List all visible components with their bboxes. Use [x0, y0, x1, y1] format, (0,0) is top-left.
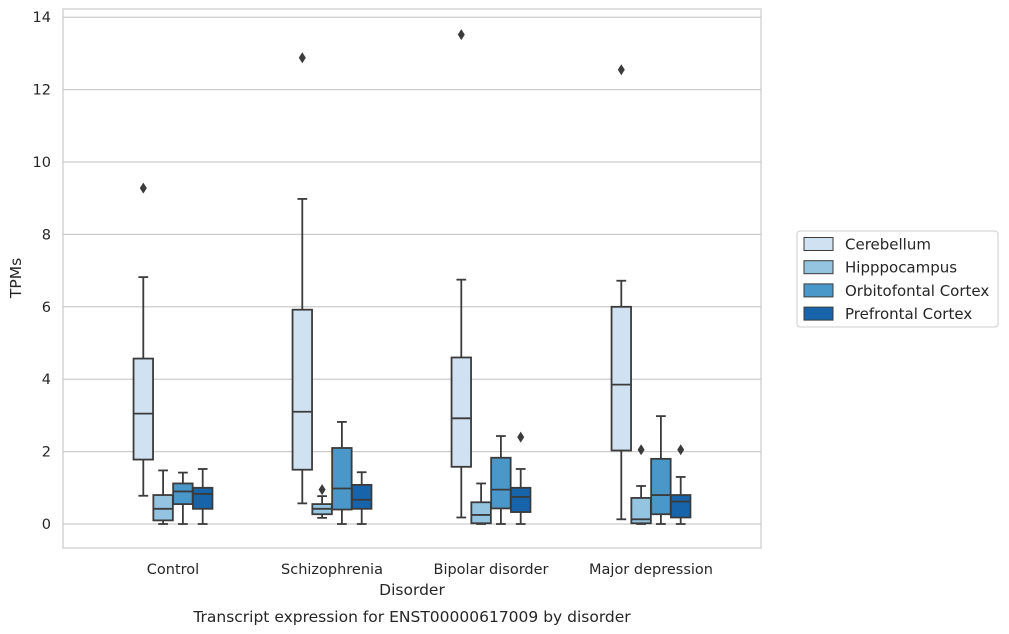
legend-swatch: [803, 283, 834, 298]
y-tick-label: 0: [42, 517, 51, 533]
x-tick-label: Bipolar disorder: [434, 562, 549, 578]
y-tick-label: 4: [42, 372, 51, 388]
box-cerebellum-schizophrenia: [291, 52, 313, 505]
iqr-box: [610, 305, 632, 452]
iqr-box: [152, 494, 174, 522]
y-tick-label: 10: [33, 155, 51, 171]
y-axis-label: TPMs: [7, 258, 25, 299]
box-cerebellum-major-depression: [610, 64, 632, 521]
iqr-box: [172, 482, 194, 505]
box-hipppocampus-major-depression: [630, 444, 652, 525]
x-axis-label: Disorder: [379, 581, 445, 599]
iqr-box: [450, 356, 472, 468]
outlier-marker: [457, 29, 465, 41]
legend-swatch: [803, 306, 834, 321]
box-prefrontal-cortex-schizophrenia: [351, 471, 373, 525]
iqr-box: [490, 456, 512, 510]
x-tick-label: Major depression: [589, 562, 713, 578]
iqr-box: [650, 457, 672, 516]
legend-label: Hipppocampus: [845, 259, 957, 277]
legend-label: Cerebellum: [845, 236, 931, 254]
box-orbitofontal-cortex-bipolar-disorder: [490, 435, 512, 525]
plot-area: [62, 8, 762, 549]
outlier-marker: [298, 52, 306, 64]
box-orbitofontal-cortex-control: [172, 471, 194, 525]
legend-swatch: [803, 237, 834, 251]
outlier-marker: [637, 444, 645, 456]
box-orbitofontal-cortex-major-depression: [650, 415, 672, 525]
iqr-box: [670, 494, 692, 519]
box-hipppocampus-bipolar-disorder: [470, 482, 492, 525]
outlier-marker: [139, 182, 147, 194]
legend-label: Orbitofontal Cortex: [845, 282, 989, 300]
y-tick-label: 6: [42, 300, 51, 316]
iqr-box: [192, 486, 214, 510]
iqr-box: [291, 308, 313, 471]
outlier-marker: [617, 64, 625, 76]
y-tick-label: 2: [42, 445, 51, 461]
x-axis-ticks: Control Schizophrenia Bipolar disorder Majo…: [147, 562, 713, 578]
box-cerebellum-control: [132, 182, 154, 497]
outlier-marker: [517, 431, 525, 443]
box-hipppocampus-control: [152, 469, 174, 525]
iqr-box: [132, 357, 154, 461]
iqr-box: [331, 447, 353, 511]
outlier-marker: [677, 444, 685, 456]
box-cerebellum-bipolar-disorder: [450, 29, 472, 519]
legend-frame: [796, 230, 999, 328]
box-prefrontal-cortex-control: [192, 468, 214, 525]
y-axis-ticks: 0 2 4 6 8 10 12 14: [33, 10, 51, 533]
box-series: [132, 29, 692, 525]
box-prefrontal-cortex-bipolar-disorder: [510, 431, 532, 525]
legend-label: Prefrontal Cortex: [845, 305, 972, 323]
chart-title: Transcript expression for ENST0000061700…: [192, 608, 631, 626]
iqr-box: [510, 486, 532, 513]
x-tick-label: Schizophrenia: [281, 562, 383, 578]
box-orbitofontal-cortex-schizophrenia: [331, 421, 353, 525]
outlier-marker: [318, 484, 326, 496]
y-tick-label: 14: [33, 10, 51, 26]
iqr-box: [470, 501, 492, 525]
legend: Cerebellum Hipppocampus Orbitofontal Corte…: [796, 230, 999, 328]
y-tick-label: 12: [33, 83, 51, 99]
legend-swatch: [803, 260, 834, 275]
x-tick-label: Control: [147, 562, 199, 578]
y-tick-label: 8: [42, 227, 51, 243]
iqr-box: [351, 484, 373, 510]
box-prefrontal-cortex-major-depression: [670, 444, 692, 525]
